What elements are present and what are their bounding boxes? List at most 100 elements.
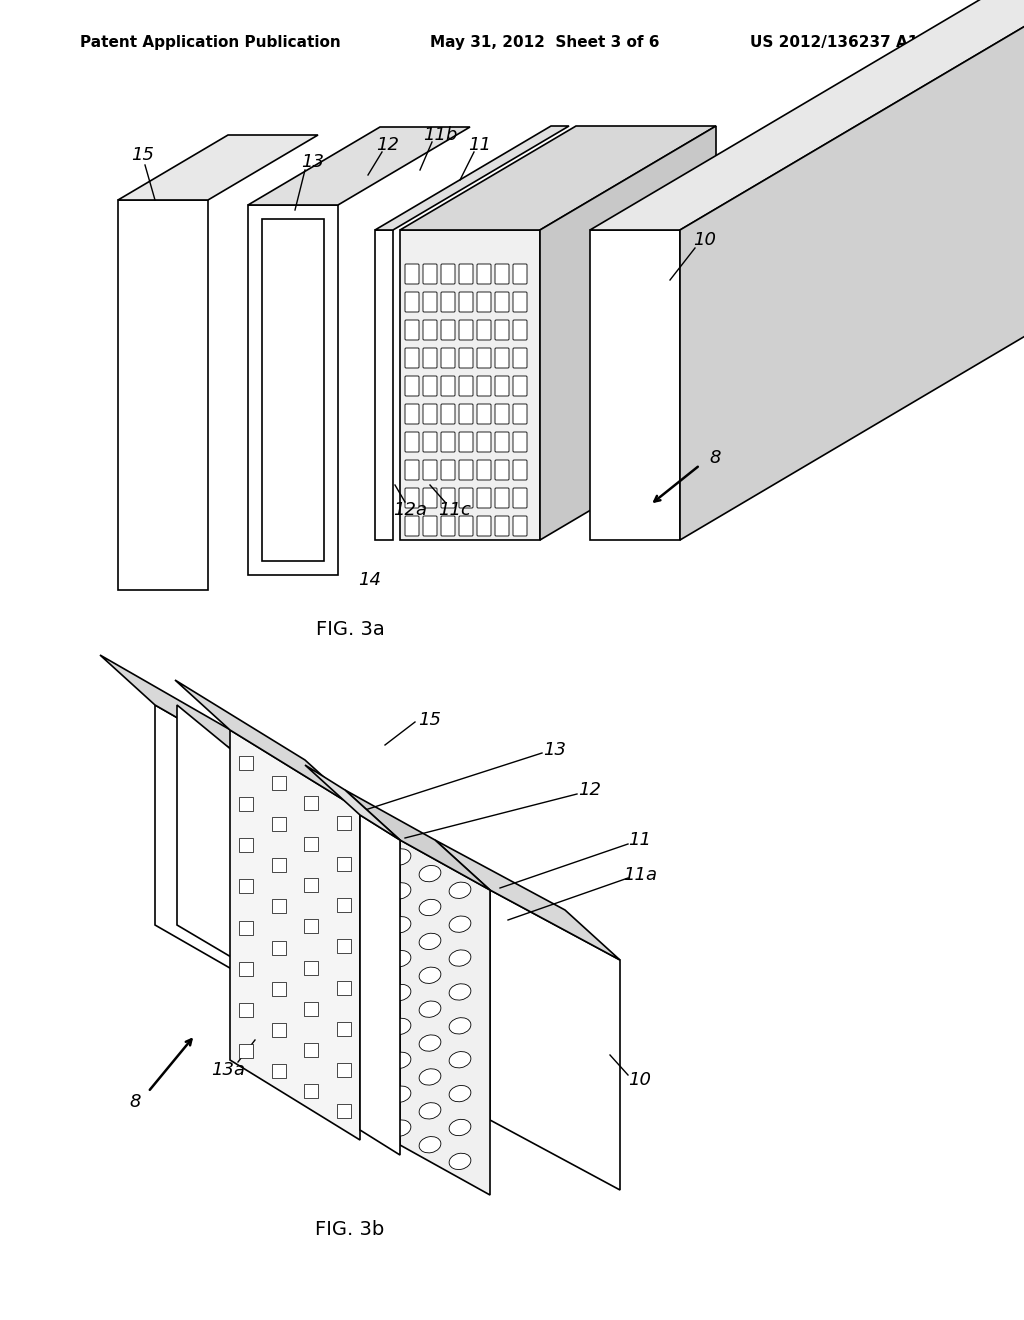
- FancyBboxPatch shape: [240, 797, 253, 810]
- Polygon shape: [590, 0, 1024, 230]
- FancyBboxPatch shape: [304, 1002, 318, 1016]
- FancyBboxPatch shape: [240, 1044, 253, 1059]
- FancyBboxPatch shape: [240, 920, 253, 935]
- Polygon shape: [680, 0, 1024, 540]
- Text: 13: 13: [301, 153, 325, 172]
- FancyBboxPatch shape: [240, 962, 253, 975]
- Ellipse shape: [389, 1052, 411, 1068]
- FancyBboxPatch shape: [337, 1022, 351, 1036]
- Ellipse shape: [419, 1001, 441, 1018]
- Text: 10: 10: [629, 1071, 651, 1089]
- FancyBboxPatch shape: [271, 1023, 286, 1038]
- FancyBboxPatch shape: [513, 404, 527, 424]
- FancyBboxPatch shape: [406, 459, 419, 480]
- FancyBboxPatch shape: [423, 264, 437, 284]
- FancyBboxPatch shape: [271, 817, 286, 830]
- Text: 15: 15: [131, 147, 155, 164]
- FancyBboxPatch shape: [477, 319, 490, 341]
- FancyBboxPatch shape: [477, 264, 490, 284]
- FancyBboxPatch shape: [423, 432, 437, 451]
- Ellipse shape: [450, 882, 471, 899]
- FancyBboxPatch shape: [406, 516, 419, 536]
- FancyBboxPatch shape: [459, 292, 473, 312]
- FancyBboxPatch shape: [477, 488, 490, 508]
- Polygon shape: [345, 789, 490, 890]
- FancyBboxPatch shape: [271, 1064, 286, 1078]
- Ellipse shape: [450, 983, 471, 1001]
- FancyBboxPatch shape: [477, 376, 490, 396]
- FancyBboxPatch shape: [441, 264, 455, 284]
- Polygon shape: [248, 205, 338, 576]
- FancyBboxPatch shape: [459, 319, 473, 341]
- FancyBboxPatch shape: [271, 899, 286, 913]
- FancyBboxPatch shape: [240, 1003, 253, 1018]
- Ellipse shape: [419, 899, 441, 916]
- FancyBboxPatch shape: [240, 879, 253, 894]
- FancyBboxPatch shape: [459, 488, 473, 508]
- FancyBboxPatch shape: [513, 432, 527, 451]
- Ellipse shape: [450, 1154, 471, 1170]
- FancyBboxPatch shape: [459, 404, 473, 424]
- FancyBboxPatch shape: [495, 376, 509, 396]
- FancyBboxPatch shape: [423, 459, 437, 480]
- FancyBboxPatch shape: [271, 858, 286, 873]
- Ellipse shape: [450, 950, 471, 966]
- Polygon shape: [177, 705, 368, 1038]
- FancyBboxPatch shape: [304, 919, 318, 933]
- Text: May 31, 2012  Sheet 3 of 6: May 31, 2012 Sheet 3 of 6: [430, 36, 659, 50]
- FancyBboxPatch shape: [423, 348, 437, 368]
- Text: 8: 8: [710, 449, 721, 467]
- FancyBboxPatch shape: [423, 292, 437, 312]
- Polygon shape: [435, 840, 620, 960]
- FancyBboxPatch shape: [337, 981, 351, 995]
- Ellipse shape: [419, 1102, 441, 1119]
- Text: US 2012/136237 A1: US 2012/136237 A1: [750, 36, 919, 50]
- FancyBboxPatch shape: [495, 292, 509, 312]
- FancyBboxPatch shape: [513, 488, 527, 508]
- Ellipse shape: [389, 849, 411, 865]
- FancyBboxPatch shape: [495, 459, 509, 480]
- FancyBboxPatch shape: [304, 878, 318, 892]
- FancyBboxPatch shape: [337, 816, 351, 830]
- Ellipse shape: [450, 1085, 471, 1102]
- FancyBboxPatch shape: [406, 319, 419, 341]
- Text: 11c: 11c: [438, 502, 471, 519]
- Text: FIG. 3a: FIG. 3a: [315, 620, 384, 639]
- Ellipse shape: [419, 933, 441, 949]
- FancyBboxPatch shape: [423, 319, 437, 341]
- FancyBboxPatch shape: [271, 982, 286, 995]
- FancyBboxPatch shape: [406, 292, 419, 312]
- FancyBboxPatch shape: [513, 459, 527, 480]
- FancyBboxPatch shape: [477, 459, 490, 480]
- FancyBboxPatch shape: [459, 348, 473, 368]
- Text: FIG. 3b: FIG. 3b: [315, 1220, 385, 1239]
- FancyBboxPatch shape: [513, 376, 527, 396]
- FancyBboxPatch shape: [304, 837, 318, 851]
- FancyBboxPatch shape: [406, 376, 419, 396]
- Polygon shape: [540, 125, 716, 540]
- Text: 12: 12: [579, 781, 601, 799]
- FancyBboxPatch shape: [423, 376, 437, 396]
- FancyBboxPatch shape: [459, 459, 473, 480]
- FancyBboxPatch shape: [406, 432, 419, 451]
- FancyBboxPatch shape: [337, 1105, 351, 1118]
- Text: 14: 14: [358, 572, 382, 589]
- Text: 11: 11: [629, 832, 651, 849]
- FancyBboxPatch shape: [513, 319, 527, 341]
- FancyBboxPatch shape: [304, 961, 318, 974]
- Text: 15: 15: [419, 711, 441, 729]
- FancyBboxPatch shape: [459, 264, 473, 284]
- FancyBboxPatch shape: [406, 348, 419, 368]
- Polygon shape: [262, 219, 324, 561]
- FancyBboxPatch shape: [441, 404, 455, 424]
- Polygon shape: [175, 680, 360, 810]
- FancyBboxPatch shape: [441, 432, 455, 451]
- Polygon shape: [490, 890, 620, 1191]
- Ellipse shape: [389, 1018, 411, 1035]
- FancyBboxPatch shape: [495, 516, 509, 536]
- FancyBboxPatch shape: [477, 516, 490, 536]
- FancyBboxPatch shape: [459, 516, 473, 536]
- Ellipse shape: [389, 1086, 411, 1102]
- FancyBboxPatch shape: [513, 516, 527, 536]
- Polygon shape: [230, 730, 360, 1140]
